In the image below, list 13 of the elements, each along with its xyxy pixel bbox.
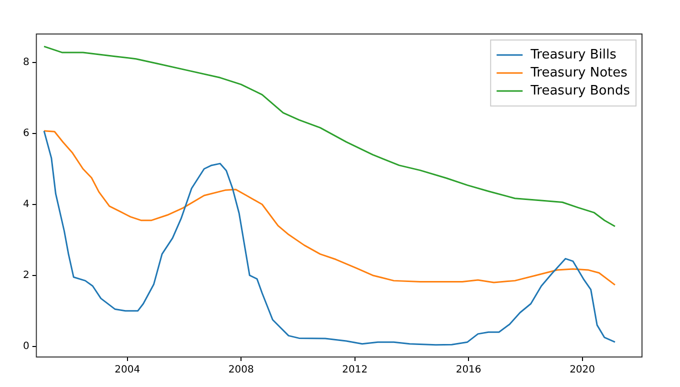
x-tick-label: 2004 bbox=[114, 364, 140, 376]
y-tick-label: 6 bbox=[22, 128, 30, 139]
x-tick-label: 2020 bbox=[570, 364, 596, 376]
legend-label: Treasury Bonds bbox=[530, 83, 630, 98]
legend-label: Treasury Notes bbox=[530, 65, 628, 80]
legend-label: Treasury Bills bbox=[530, 47, 617, 62]
y-tick-label: 0 bbox=[22, 340, 30, 352]
x-tick-label: 2012 bbox=[342, 364, 368, 376]
y-tick-label: 2 bbox=[22, 270, 30, 281]
y-tick-label: 8 bbox=[22, 56, 30, 68]
y-tick-label: 4 bbox=[22, 198, 30, 210]
x-tick-label: 2008 bbox=[228, 364, 254, 376]
x-tick-label: 2016 bbox=[456, 364, 482, 376]
